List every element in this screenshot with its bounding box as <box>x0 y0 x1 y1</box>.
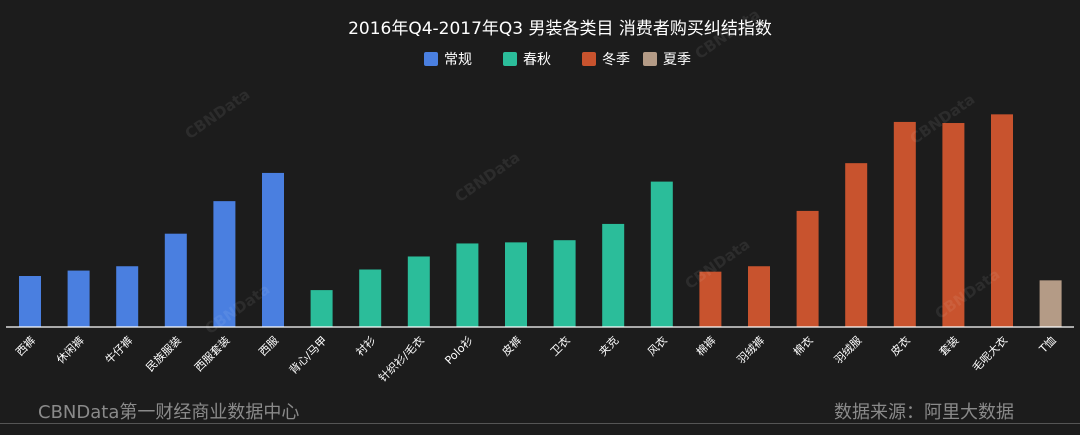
x-tick-label: 西服 <box>256 334 281 359</box>
bar <box>553 240 576 327</box>
x-tick-label: 皮裤 <box>499 333 524 358</box>
bar <box>407 256 430 327</box>
x-tick-label: 棉衣 <box>790 333 815 358</box>
legend-swatch <box>643 52 657 66</box>
x-tick-label: 衬衫 <box>354 334 379 359</box>
x-tick-label: 牛仔裤 <box>102 333 135 366</box>
x-tick-label: 卫衣 <box>547 333 572 358</box>
legend-label: 常规 <box>444 52 472 68</box>
bar <box>699 271 722 327</box>
legend-label: 春秋 <box>523 52 551 68</box>
x-tick-label: 风衣 <box>644 333 669 358</box>
bar <box>748 266 770 327</box>
x-tick-label: 羽绒裤 <box>734 333 767 366</box>
bar <box>893 121 916 327</box>
chart-title: 2016年Q4-2017年Q3 男装各类目 消费者购买纠结指数 <box>348 19 772 39</box>
bar <box>602 223 625 327</box>
x-tick-label: 套装 <box>937 334 962 359</box>
x-tick-label: 背心/马甲 <box>286 333 330 377</box>
legend-label: 冬季 <box>602 52 630 68</box>
x-tick-label: Polo衫 <box>442 334 475 367</box>
bar <box>845 163 868 327</box>
x-tick-label: 针织衫/毛衣 <box>376 333 427 384</box>
bar <box>359 269 382 327</box>
legend-label: 夏季 <box>663 52 691 68</box>
footer-divider <box>0 423 1080 424</box>
bar <box>262 172 284 327</box>
bar <box>116 266 139 327</box>
bar <box>310 290 333 327</box>
x-tick-label: 棉裤 <box>693 333 718 358</box>
legend-swatch <box>503 52 517 66</box>
bar <box>67 270 90 327</box>
bar <box>19 276 41 327</box>
bar <box>213 201 236 327</box>
bar <box>650 181 673 327</box>
x-tick-label: 西裤 <box>13 333 38 358</box>
bar <box>456 243 479 327</box>
bar <box>796 210 819 327</box>
legend-swatch <box>424 52 438 66</box>
bars <box>19 114 1062 328</box>
bar <box>942 123 965 328</box>
legend-swatch <box>582 52 596 66</box>
footer-source-right: 数据来源：阿里大数据 <box>834 402 1014 423</box>
legend: 常规 春秋 冬季 夏季 <box>424 52 691 68</box>
x-tick-label: T恤 <box>1036 334 1058 356</box>
x-tick-label: 西服套装 <box>192 334 232 374</box>
x-tick-label: 毛呢大衣 <box>969 333 1010 374</box>
x-tick-label: 羽绒服 <box>832 334 865 367</box>
bar <box>1039 280 1062 327</box>
bar <box>991 114 1013 327</box>
bar <box>164 233 187 327</box>
bar <box>505 242 527 327</box>
footer-source-left: CBNData第一财经商业数据中心 <box>38 402 300 423</box>
x-tick-label: 休闲裤 <box>53 333 86 366</box>
x-tick-label: 民族服装 <box>143 333 184 374</box>
x-tick-label: 夹克 <box>597 334 622 359</box>
x-tick-label: 皮衣 <box>887 333 912 358</box>
